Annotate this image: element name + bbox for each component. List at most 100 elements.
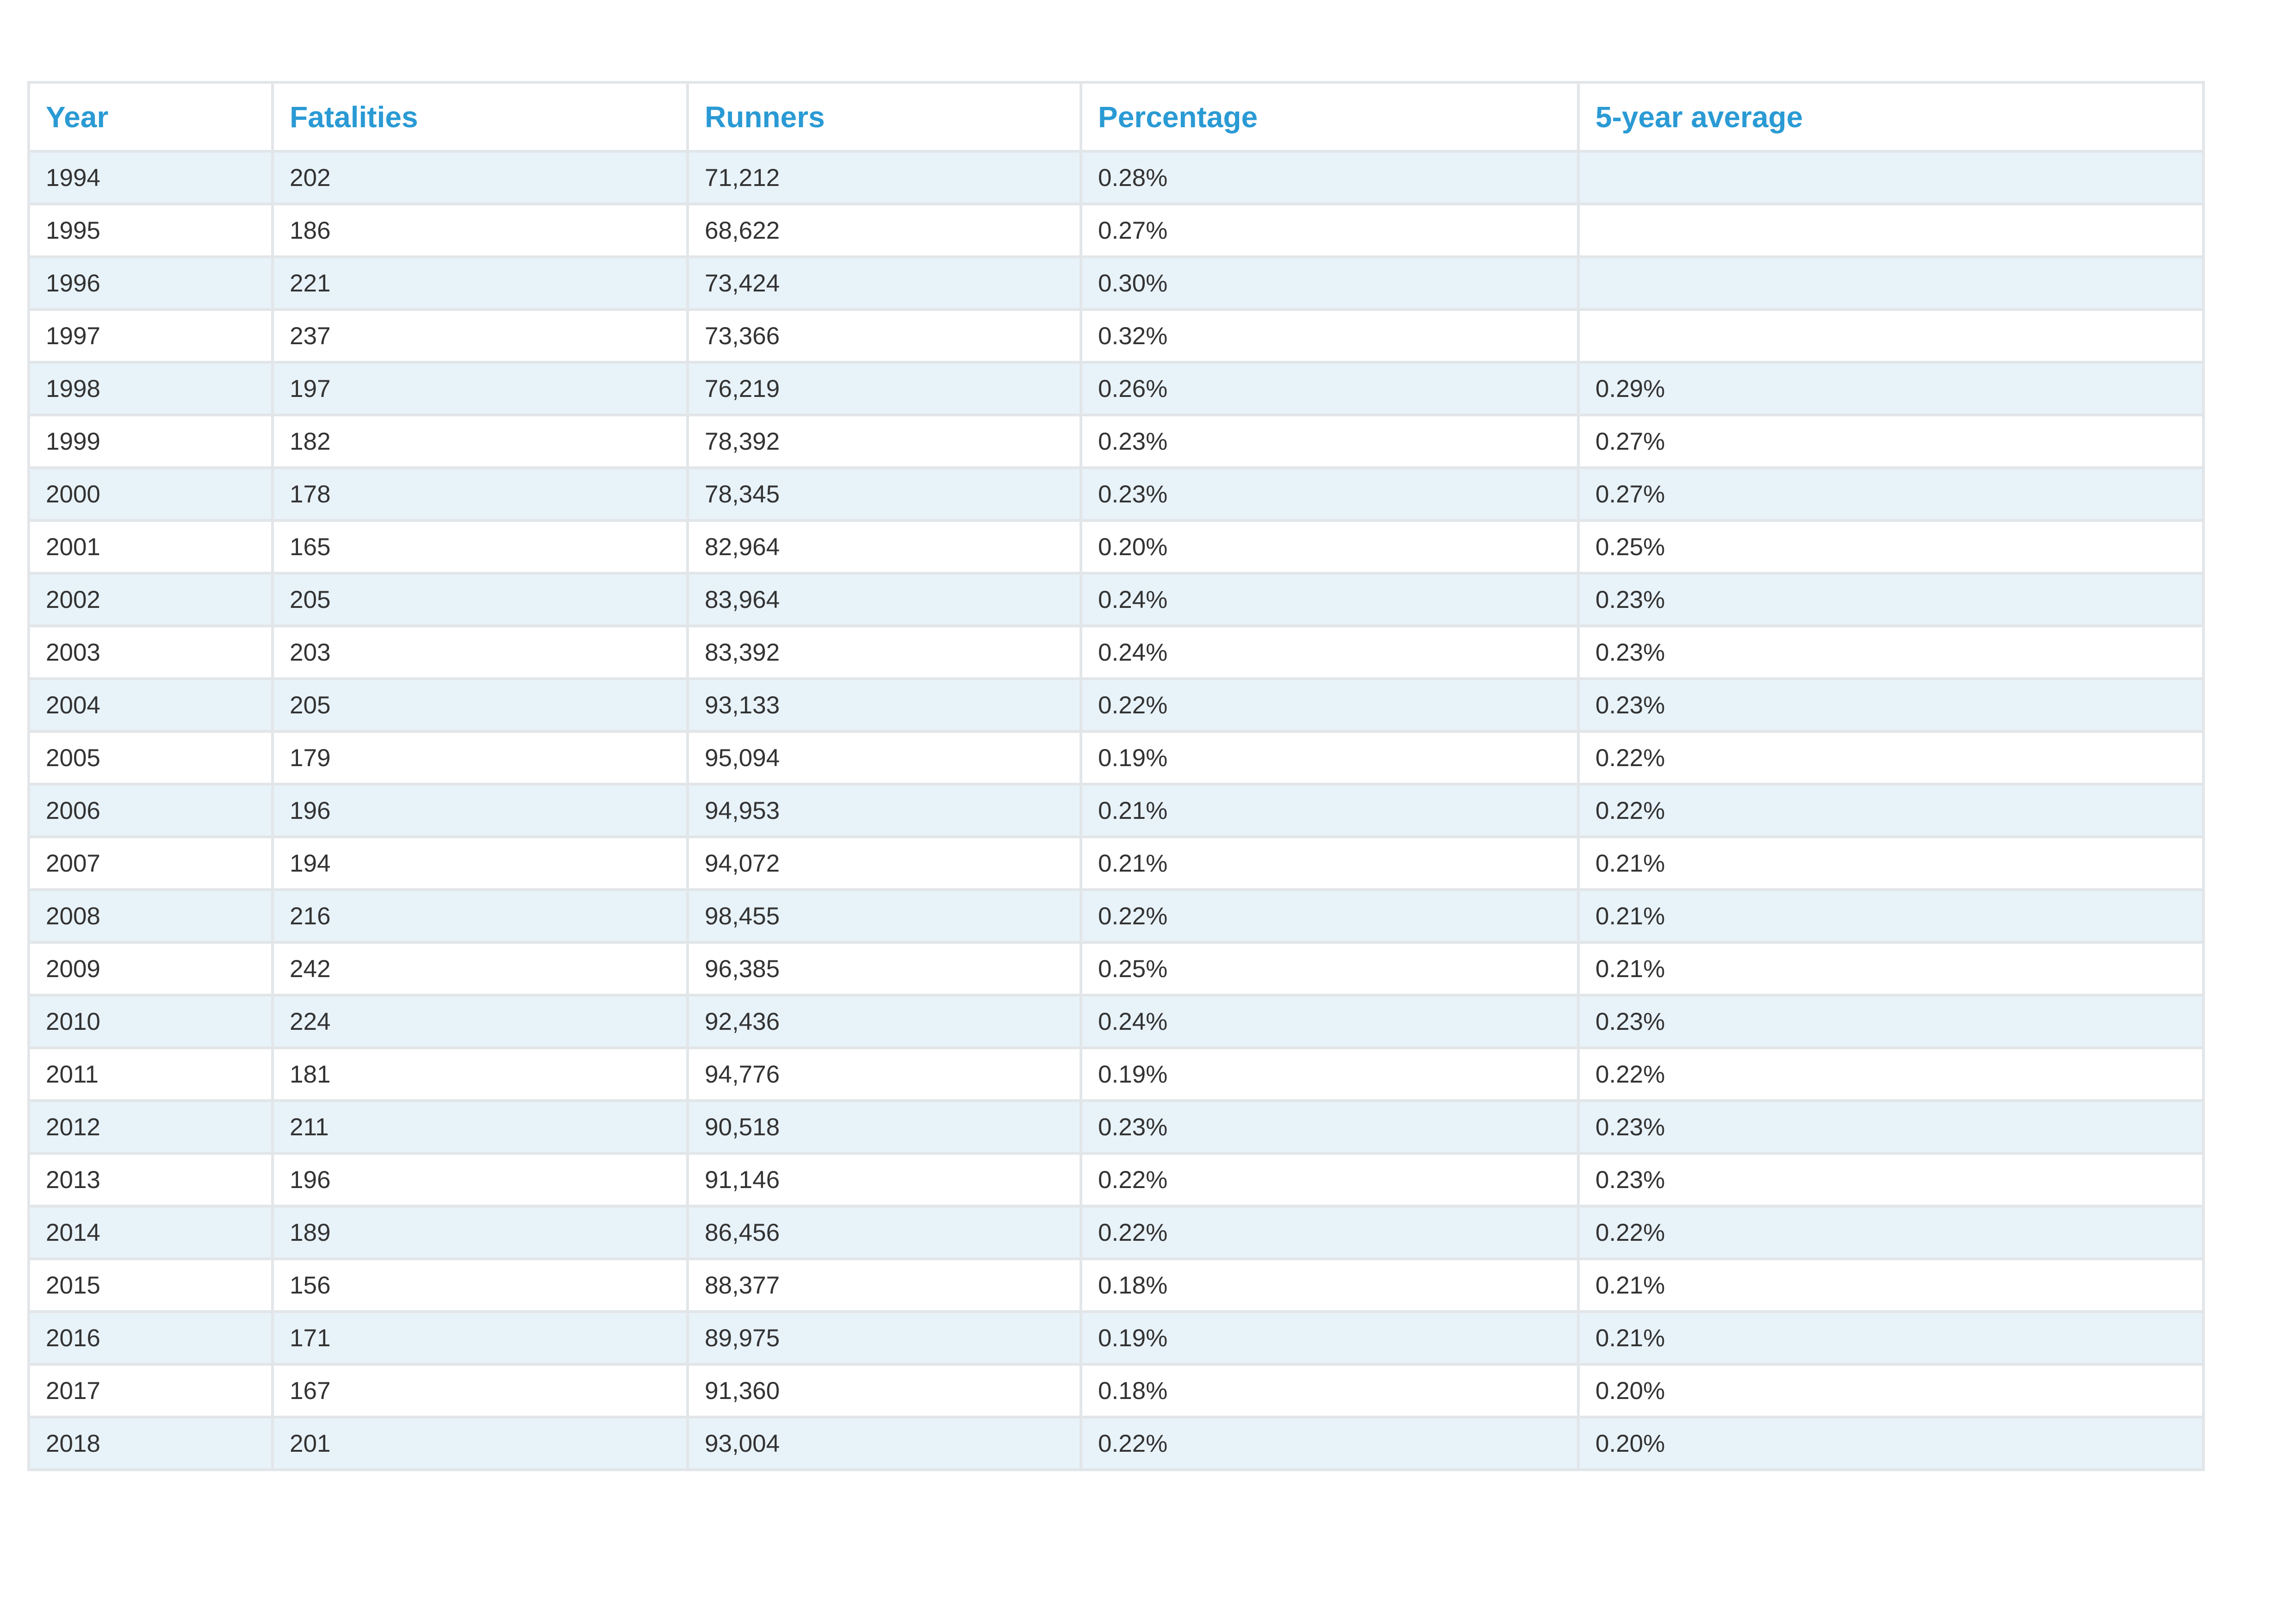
cell-fatalities: 181	[271, 1046, 689, 1102]
cell-fatalities: 194	[271, 836, 689, 891]
cell-runners: 98,455	[686, 888, 1082, 944]
cell-five-year-average: 0.27%	[1577, 414, 2205, 469]
cell-year: 2017	[27, 1363, 274, 1418]
cell-five-year-average: 0.20%	[1577, 1416, 2205, 1471]
cell-year: 2009	[27, 941, 274, 997]
cell-runners: 93,133	[686, 677, 1082, 733]
cell-runners: 94,072	[686, 836, 1082, 891]
cell-five-year-average: 0.25%	[1577, 519, 2205, 575]
cell-runners: 93,004	[686, 1416, 1082, 1471]
cell-percentage: 0.21%	[1080, 836, 1580, 891]
cell-fatalities: 179	[271, 730, 689, 786]
table-row: 2007 194 94,072 0.21% 0.21%	[27, 836, 2205, 891]
cell-fatalities: 167	[271, 1363, 689, 1418]
table-row: 2003 203 83,392 0.24% 0.23%	[27, 625, 2205, 680]
cell-runners: 83,964	[686, 572, 1082, 627]
cell-five-year-average	[1577, 203, 2205, 258]
table-row: 2002 205 83,964 0.24% 0.23%	[27, 572, 2205, 627]
cell-runners: 95,094	[686, 730, 1082, 786]
cell-fatalities: 178	[271, 466, 689, 522]
cell-fatalities: 202	[271, 150, 689, 205]
cell-fatalities: 182	[271, 414, 689, 469]
cell-fatalities: 242	[271, 941, 689, 997]
cell-year: 2008	[27, 888, 274, 944]
header-percentage: Percentage	[1080, 81, 1580, 153]
cell-five-year-average: 0.22%	[1577, 730, 2205, 786]
cell-runners: 82,964	[686, 519, 1082, 575]
cell-year: 1995	[27, 203, 274, 258]
cell-percentage: 0.24%	[1080, 625, 1580, 680]
cell-five-year-average: 0.20%	[1577, 1363, 2205, 1418]
cell-year: 2005	[27, 730, 274, 786]
cell-year: 2007	[27, 836, 274, 891]
cell-year: 2003	[27, 625, 274, 680]
cell-five-year-average: 0.22%	[1577, 1205, 2205, 1260]
cell-five-year-average: 0.29%	[1577, 361, 2205, 416]
cell-runners: 86,456	[686, 1205, 1082, 1260]
table-row: 1998 197 76,219 0.26% 0.29%	[27, 361, 2205, 416]
cell-year: 2015	[27, 1257, 274, 1313]
cell-percentage: 0.22%	[1080, 888, 1580, 944]
cell-fatalities: 203	[271, 625, 689, 680]
cell-runners: 71,212	[686, 150, 1082, 205]
cell-five-year-average: 0.23%	[1577, 994, 2205, 1049]
cell-five-year-average: 0.21%	[1577, 1257, 2205, 1313]
cell-year: 2004	[27, 677, 274, 733]
cell-runners: 73,366	[686, 308, 1082, 364]
cell-percentage: 0.22%	[1080, 677, 1580, 733]
cell-percentage: 0.24%	[1080, 994, 1580, 1049]
cell-percentage: 0.18%	[1080, 1363, 1580, 1418]
cell-five-year-average: 0.23%	[1577, 625, 2205, 680]
table-row: 2005 179 95,094 0.19% 0.22%	[27, 730, 2205, 786]
header-fatalities: Fatalities	[271, 81, 689, 153]
cell-year: 2018	[27, 1416, 274, 1471]
table-header: Year Fatalities Runners Percentage 5-yea…	[27, 81, 2205, 153]
cell-runners: 78,392	[686, 414, 1082, 469]
table-row: 2000 178 78,345 0.23% 0.27%	[27, 466, 2205, 522]
cell-fatalities: 165	[271, 519, 689, 575]
cell-fatalities: 237	[271, 308, 689, 364]
cell-fatalities: 197	[271, 361, 689, 416]
cell-five-year-average: 0.22%	[1577, 783, 2205, 838]
cell-fatalities: 201	[271, 1416, 689, 1471]
cell-five-year-average: 0.21%	[1577, 888, 2205, 944]
cell-five-year-average: 0.22%	[1577, 1046, 2205, 1102]
data-table: Year Fatalities Runners Percentage 5-yea…	[27, 81, 2205, 1471]
header-row: Year Fatalities Runners Percentage 5-yea…	[27, 81, 2205, 153]
cell-runners: 73,424	[686, 255, 1082, 311]
header-year: Year	[27, 81, 274, 153]
cell-runners: 76,219	[686, 361, 1082, 416]
cell-year: 1998	[27, 361, 274, 416]
cell-runners: 91,360	[686, 1363, 1082, 1418]
cell-year: 2001	[27, 519, 274, 575]
cell-percentage: 0.19%	[1080, 1310, 1580, 1366]
cell-percentage: 0.23%	[1080, 466, 1580, 522]
cell-five-year-average	[1577, 150, 2205, 205]
cell-five-year-average: 0.23%	[1577, 1099, 2205, 1155]
cell-runners: 78,345	[686, 466, 1082, 522]
cell-percentage: 0.19%	[1080, 1046, 1580, 1102]
cell-fatalities: 156	[271, 1257, 689, 1313]
cell-fatalities: 189	[271, 1205, 689, 1260]
table-row: 2008 216 98,455 0.22% 0.21%	[27, 888, 2205, 944]
cell-year: 2006	[27, 783, 274, 838]
table-row: 2015 156 88,377 0.18% 0.21%	[27, 1257, 2205, 1313]
cell-percentage: 0.22%	[1080, 1416, 1580, 1471]
cell-five-year-average: 0.23%	[1577, 1152, 2205, 1207]
cell-fatalities: 205	[271, 677, 689, 733]
cell-percentage: 0.30%	[1080, 255, 1580, 311]
cell-fatalities: 205	[271, 572, 689, 627]
cell-percentage: 0.24%	[1080, 572, 1580, 627]
table-row: 2012 211 90,518 0.23% 0.23%	[27, 1099, 2205, 1155]
cell-runners: 94,953	[686, 783, 1082, 838]
cell-runners: 92,436	[686, 994, 1082, 1049]
cell-runners: 91,146	[686, 1152, 1082, 1207]
table-row: 2016 171 89,975 0.19% 0.21%	[27, 1310, 2205, 1366]
cell-percentage: 0.22%	[1080, 1152, 1580, 1207]
cell-five-year-average: 0.23%	[1577, 677, 2205, 733]
cell-year: 2014	[27, 1205, 274, 1260]
cell-runners: 90,518	[686, 1099, 1082, 1155]
cell-percentage: 0.23%	[1080, 414, 1580, 469]
cell-five-year-average: 0.21%	[1577, 836, 2205, 891]
